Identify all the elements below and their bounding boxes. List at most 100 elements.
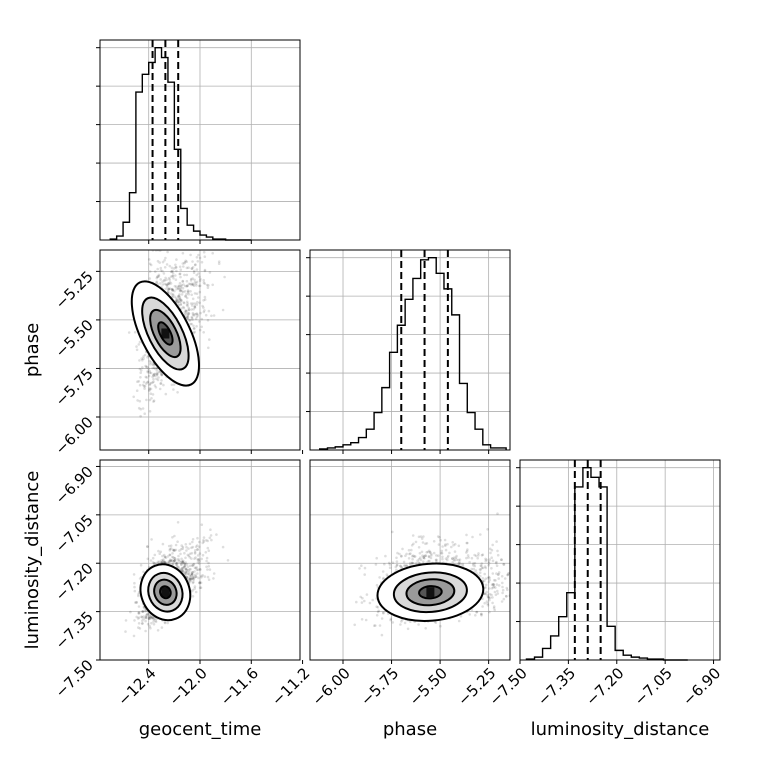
scatter-point	[382, 611, 385, 615]
scatter-point	[361, 596, 364, 600]
scatter-point	[191, 311, 195, 315]
scatter-point	[368, 601, 372, 605]
scatter-point	[186, 569, 190, 572]
scatter-point	[502, 562, 505, 566]
scatter-point	[157, 273, 161, 277]
scatter-point	[191, 540, 194, 544]
scatter-point	[177, 284, 181, 288]
hist-frame-geocent_time	[99, 39, 301, 241]
scatter-point	[192, 314, 196, 317]
scatter-point	[138, 399, 142, 403]
scatter-point	[409, 620, 412, 623]
scatter-point	[191, 260, 194, 263]
scatter-point	[194, 282, 198, 285]
scatter-point	[483, 572, 487, 576]
scatter-point	[432, 551, 436, 555]
scatter-point	[500, 600, 504, 603]
scatter-point	[151, 381, 154, 384]
scatter-point	[191, 545, 195, 549]
scatter-point	[491, 559, 495, 563]
scatter-point	[400, 565, 404, 569]
scatter-point	[193, 587, 196, 590]
scatter-point	[472, 563, 475, 567]
scatter-point	[186, 314, 189, 318]
scatter-point	[190, 551, 194, 555]
scatter-point	[516, 601, 519, 604]
scatter-point	[501, 591, 504, 595]
scatter-point	[197, 558, 201, 561]
scatter-point	[181, 560, 185, 564]
scatter-point	[195, 273, 198, 277]
hist-grid-phase	[310, 250, 510, 450]
scatter-point	[465, 533, 468, 537]
scatter-point	[353, 623, 357, 627]
scatter-point	[135, 389, 139, 393]
panel-content	[100, 460, 300, 660]
scatter-point	[174, 297, 178, 300]
scatter-point	[435, 554, 438, 557]
scatter-point	[190, 315, 194, 319]
scatter-point	[168, 280, 172, 284]
scatter-point	[403, 564, 406, 567]
scatter-point	[172, 267, 176, 270]
scatter-point	[452, 556, 456, 559]
scatter-point	[187, 306, 191, 310]
scatter-point	[451, 561, 455, 564]
scatter-point	[422, 556, 425, 559]
scatter-point	[424, 542, 427, 546]
scatter-point	[358, 567, 361, 570]
scatter-point	[147, 258, 151, 261]
scatter-point	[185, 309, 188, 313]
scatter-point	[175, 258, 178, 261]
scatter-point	[181, 280, 185, 283]
scatter-point	[487, 596, 491, 600]
hist-panel-phase	[306, 249, 511, 454]
scatter-point	[144, 615, 148, 619]
scatter-grid	[310, 460, 510, 660]
scatter-point	[180, 560, 183, 563]
scatter-point	[183, 562, 186, 565]
scatter-point	[215, 533, 218, 536]
scatter-point	[139, 371, 142, 375]
scatter-point	[163, 561, 166, 564]
scatter-point	[172, 549, 176, 552]
scatter-point	[188, 574, 192, 578]
scatter-point	[182, 565, 186, 569]
scatter-point	[183, 311, 186, 314]
scatter-point	[172, 548, 176, 552]
scatter-point	[179, 561, 183, 564]
scatter-point	[143, 353, 147, 357]
scatter-point	[165, 263, 169, 266]
scatter-point	[473, 553, 476, 557]
scatter-point	[138, 367, 142, 371]
scatter-point	[144, 629, 147, 633]
scatter-point	[154, 270, 157, 273]
scatter-point	[205, 539, 208, 542]
scatter-point	[190, 308, 193, 311]
scatter-point	[192, 269, 196, 273]
scatter-point	[198, 328, 202, 332]
scatter-point	[465, 549, 469, 553]
scatter-point	[480, 564, 483, 568]
scatter-point	[441, 555, 444, 559]
scatter-point	[487, 575, 491, 579]
scatter-point	[420, 550, 424, 554]
scatter-point	[198, 581, 201, 585]
scatter-point	[171, 288, 175, 292]
scatter-point	[489, 551, 492, 555]
scatter-point	[148, 398, 152, 402]
scatter-point	[203, 282, 206, 286]
scatter-point	[179, 289, 182, 293]
scatter-point	[205, 559, 208, 563]
scatter-point	[375, 605, 379, 608]
scatter-point	[194, 545, 198, 548]
scatter-point	[184, 556, 187, 560]
scatter-point	[188, 570, 191, 574]
ytick-label-phase-2: −5.50	[52, 316, 97, 361]
scatter-point	[381, 570, 385, 573]
scatter-point	[217, 260, 221, 264]
scatter-point	[177, 287, 180, 291]
scatter-point	[154, 386, 158, 389]
density-peak	[426, 587, 435, 598]
scatter-point	[194, 575, 198, 578]
